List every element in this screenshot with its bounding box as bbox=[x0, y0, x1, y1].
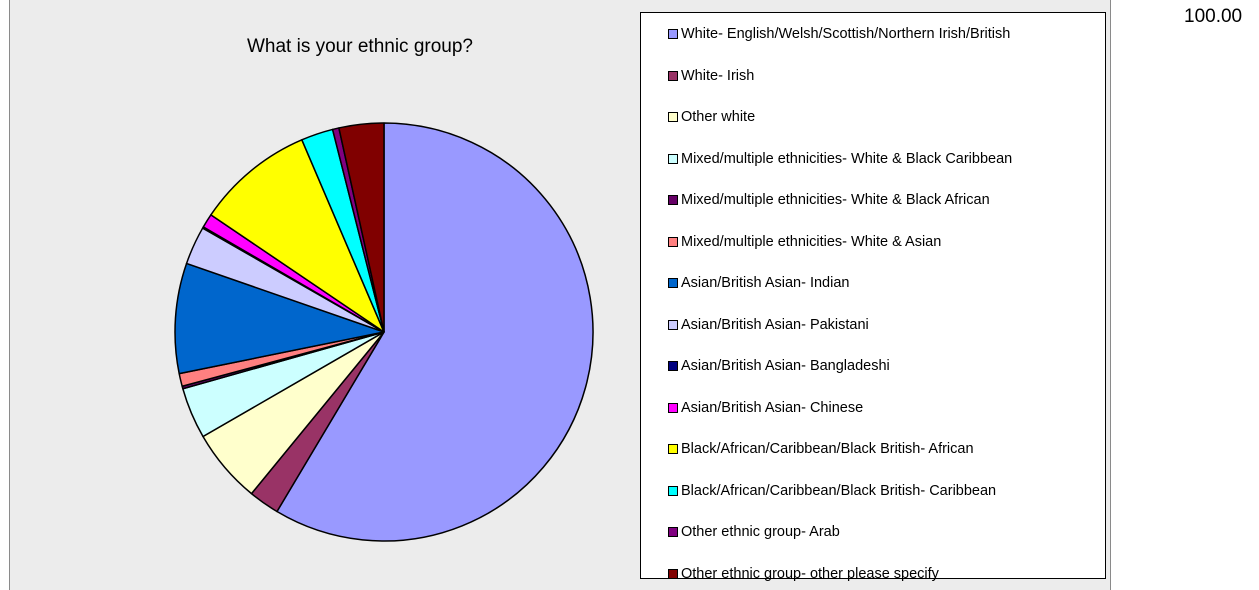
legend-item: Black/African/Caribbean/Black British- C… bbox=[668, 482, 996, 500]
legend-swatch bbox=[668, 568, 678, 579]
legend-item: Asian/British Asian- Chinese bbox=[668, 399, 863, 417]
legend-label: Other white bbox=[681, 109, 756, 125]
legend-swatch bbox=[668, 236, 678, 247]
legend-item: Other ethnic group- other please specify bbox=[668, 565, 939, 583]
legend-swatch bbox=[668, 361, 678, 371]
legend-item: Other white bbox=[668, 108, 755, 126]
legend-swatch bbox=[668, 444, 678, 454]
side-value-cell: 100.00 bbox=[1184, 6, 1243, 27]
legend-item: Asian/British Asian- Indian bbox=[668, 274, 849, 292]
pie-chart bbox=[174, 122, 594, 542]
legend-swatch bbox=[668, 29, 678, 39]
legend-swatch bbox=[668, 70, 678, 81]
legend-label: White- English/Welsh/Scottish/Northern I… bbox=[681, 26, 1011, 42]
legend-label: Other ethnic group- Arab bbox=[681, 524, 840, 540]
legend-swatch bbox=[668, 402, 678, 413]
legend-label: Mixed/multiple ethnicities- White & Blac… bbox=[681, 192, 990, 208]
pie-slice bbox=[210, 139, 385, 333]
legend-label: Other ethnic group- other please specify bbox=[681, 565, 939, 582]
legend-item: White- Irish bbox=[668, 67, 754, 85]
legend-label: Mixed/multiple ethnicities- White & Blac… bbox=[681, 150, 1013, 167]
pie-slice bbox=[174, 262, 385, 375]
legend-label: White- Irish bbox=[681, 67, 755, 84]
legend-swatch bbox=[668, 485, 678, 496]
chart-legend: White- English/Welsh/Scottish/Northern I… bbox=[640, 12, 1106, 582]
legend-swatch bbox=[668, 195, 678, 205]
legend-item: Mixed/multiple ethnicities- White & Asia… bbox=[668, 233, 941, 251]
legend-item: Black/African/Caribbean/Black British- A… bbox=[668, 440, 974, 458]
legend-swatch bbox=[668, 153, 678, 164]
legend-label: Asian/British Asian- Chinese bbox=[681, 399, 864, 416]
legend-item: Mixed/multiple ethnicities- White & Blac… bbox=[668, 150, 1012, 168]
legend-swatch bbox=[668, 278, 678, 288]
legend-label: Black/African/Caribbean/Black British- A… bbox=[681, 441, 974, 457]
chart-area: What is your ethnic group? White- Englis… bbox=[9, 0, 1111, 590]
legend-item: Mixed/multiple ethnicities- White & Blac… bbox=[668, 191, 990, 209]
pie-slice bbox=[338, 122, 385, 333]
legend-swatch bbox=[668, 112, 678, 122]
legend-swatch bbox=[668, 527, 678, 537]
pie-slice bbox=[276, 122, 594, 542]
legend-label: Mixed/multiple ethnicities- White & Asia… bbox=[681, 233, 942, 250]
legend-item: Asian/British Asian- Pakistani bbox=[668, 316, 869, 334]
legend-swatch bbox=[668, 319, 678, 330]
legend-item: Other ethnic group- Arab bbox=[668, 523, 840, 541]
legend-label: Asian/British Asian- Pakistani bbox=[681, 316, 869, 333]
legend-label: Black/African/Caribbean/Black British- C… bbox=[681, 482, 997, 499]
legend-item: White- English/Welsh/Scottish/Northern I… bbox=[668, 25, 1010, 43]
legend-label: Asian/British Asian- Bangladeshi bbox=[681, 358, 890, 374]
chart-title: What is your ethnic group? bbox=[246, 36, 473, 57]
legend-item: Asian/British Asian- Bangladeshi bbox=[668, 357, 890, 375]
legend-label: Asian/British Asian- Indian bbox=[681, 275, 850, 291]
